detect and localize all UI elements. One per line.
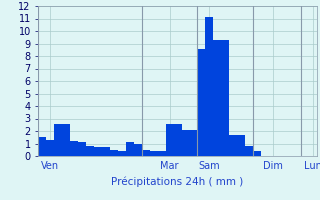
Bar — [253, 151, 261, 156]
Bar — [181, 130, 189, 156]
Bar — [197, 48, 205, 156]
Bar — [70, 141, 78, 156]
Bar — [237, 135, 245, 156]
Bar — [213, 40, 221, 156]
X-axis label: Précipitations 24h ( mm ): Précipitations 24h ( mm ) — [111, 176, 244, 187]
Bar — [245, 146, 253, 156]
Bar — [54, 123, 62, 156]
Bar — [221, 40, 229, 156]
Bar — [110, 150, 118, 156]
Bar — [158, 151, 166, 156]
Bar — [126, 142, 134, 156]
Bar — [229, 135, 237, 156]
Bar — [38, 137, 46, 156]
Bar — [62, 123, 70, 156]
Bar — [189, 130, 197, 156]
Bar — [205, 17, 213, 156]
Bar — [142, 150, 150, 156]
Bar — [102, 147, 110, 156]
Bar — [118, 151, 126, 156]
Bar — [78, 142, 86, 156]
Bar — [174, 123, 181, 156]
Bar — [134, 144, 142, 156]
Bar — [166, 123, 174, 156]
Bar — [94, 147, 102, 156]
Bar — [150, 151, 158, 156]
Bar — [86, 146, 94, 156]
Bar — [46, 140, 54, 156]
